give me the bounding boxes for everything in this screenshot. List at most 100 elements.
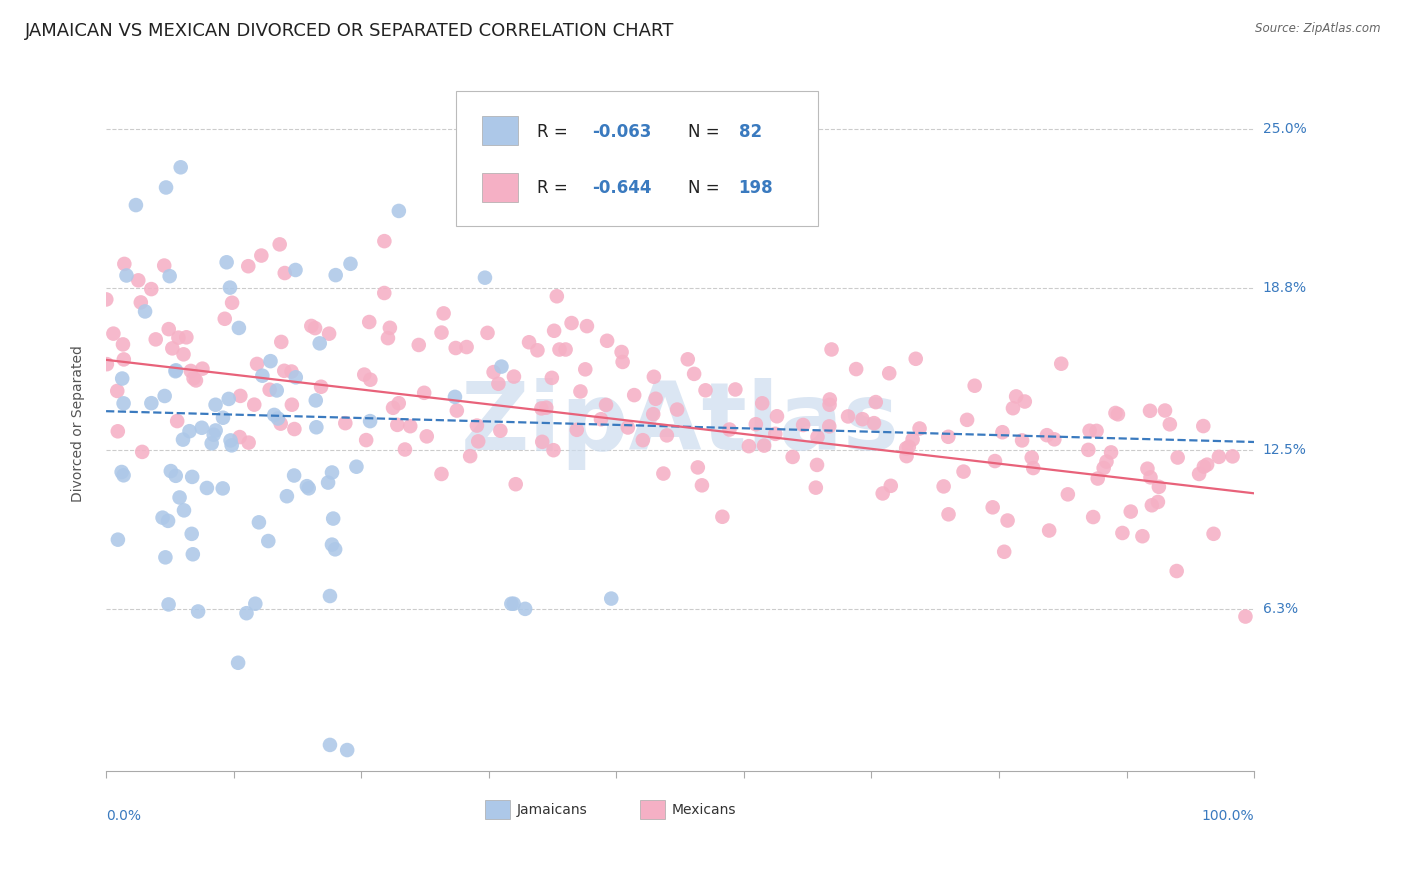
Text: 100.0%: 100.0%	[1202, 809, 1254, 823]
Point	[1136, 461, 1159, 475]
Text: N =: N =	[688, 122, 725, 141]
Point	[991, 425, 1014, 440]
Point	[936, 430, 959, 444]
Point	[617, 420, 640, 434]
Point	[1083, 510, 1105, 524]
Point	[280, 365, 302, 379]
Point	[325, 268, 347, 282]
Point	[218, 392, 240, 406]
Point	[129, 295, 152, 310]
Point	[339, 257, 361, 271]
Point	[993, 545, 1015, 559]
Point	[157, 598, 180, 612]
Point	[652, 467, 675, 481]
Point	[1022, 461, 1045, 475]
Point	[304, 321, 326, 335]
FancyBboxPatch shape	[456, 91, 818, 227]
Point	[1166, 564, 1188, 578]
Point	[1140, 498, 1163, 512]
Point	[134, 304, 156, 318]
Point	[309, 380, 332, 394]
Point	[382, 401, 405, 415]
Point	[413, 385, 436, 400]
Point	[259, 383, 281, 397]
Point	[201, 436, 224, 450]
Point	[166, 414, 188, 428]
Point	[247, 516, 270, 530]
Point	[782, 450, 804, 464]
Text: Mexicans: Mexicans	[672, 803, 737, 817]
Point	[157, 322, 180, 336]
Point	[724, 383, 747, 397]
Point	[111, 371, 134, 385]
Point	[569, 384, 592, 399]
Point	[141, 396, 163, 410]
Point	[181, 547, 204, 561]
Point	[373, 285, 395, 300]
Point	[1147, 495, 1170, 509]
Point	[655, 428, 678, 442]
Point	[162, 342, 184, 356]
Point	[305, 420, 328, 434]
Point	[346, 459, 368, 474]
Point	[1139, 404, 1161, 418]
Point	[526, 343, 548, 358]
Point	[159, 464, 181, 478]
Point	[270, 417, 292, 431]
Point	[322, 511, 344, 525]
Bar	[481, 173, 519, 202]
Point	[956, 413, 979, 427]
Point	[408, 338, 430, 352]
Point	[963, 378, 986, 392]
Point	[751, 396, 773, 410]
Point	[219, 280, 242, 294]
Point	[335, 416, 357, 430]
Point	[179, 424, 201, 438]
Point	[165, 363, 187, 377]
Point	[226, 656, 249, 670]
Point	[444, 390, 467, 404]
Point	[575, 319, 598, 334]
Text: 12.5%: 12.5%	[1263, 442, 1306, 457]
Point	[305, 393, 328, 408]
Point	[1092, 461, 1115, 475]
Point	[359, 315, 381, 329]
Point	[319, 589, 342, 603]
Point	[546, 289, 568, 303]
Point	[152, 510, 174, 524]
Point	[153, 389, 176, 403]
Point	[111, 465, 134, 479]
Point	[1021, 450, 1043, 465]
Point	[491, 359, 513, 374]
Point	[180, 526, 202, 541]
Point	[901, 433, 924, 447]
Point	[127, 273, 149, 287]
Point	[336, 743, 359, 757]
Point	[103, 326, 125, 341]
Point	[1050, 357, 1073, 371]
Point	[191, 361, 214, 376]
Point	[184, 374, 207, 388]
Point	[804, 481, 827, 495]
Point	[204, 398, 226, 412]
Point	[1208, 450, 1230, 464]
Point	[530, 401, 553, 416]
Point	[416, 429, 439, 443]
Point	[131, 445, 153, 459]
Point	[180, 364, 202, 378]
Point	[938, 508, 960, 522]
Point	[1139, 470, 1161, 484]
Point	[446, 403, 468, 417]
Point	[818, 398, 841, 412]
Point	[531, 434, 554, 449]
Point	[399, 419, 422, 434]
Point	[318, 326, 340, 341]
Text: -0.644: -0.644	[592, 179, 651, 197]
Point	[269, 237, 291, 252]
Point	[155, 550, 177, 565]
Point	[1038, 524, 1060, 538]
Y-axis label: Divorced or Separated: Divorced or Separated	[72, 345, 86, 502]
Point	[952, 465, 974, 479]
Point	[430, 326, 453, 340]
Text: ZipAtlas: ZipAtlas	[461, 378, 900, 470]
